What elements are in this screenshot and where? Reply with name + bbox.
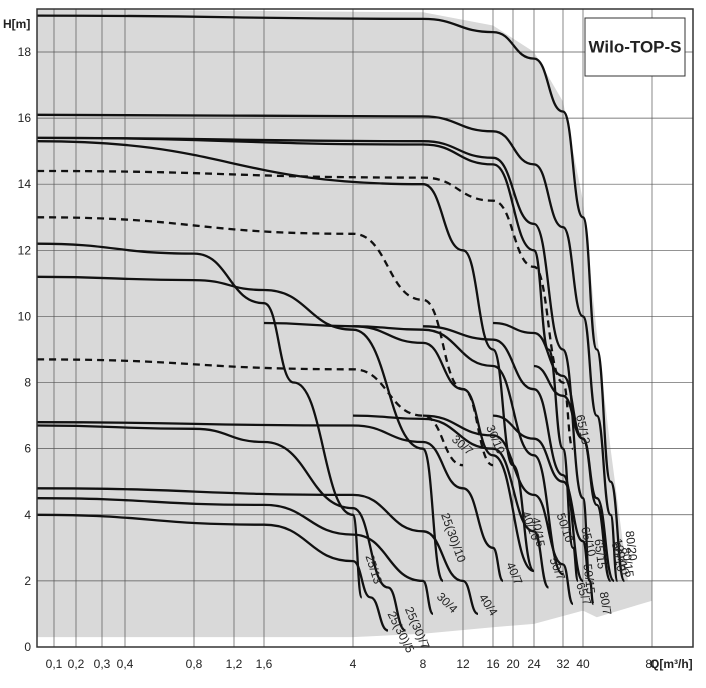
y-tick-label: 16 — [18, 111, 32, 125]
curve-30-7 — [36, 358, 464, 467]
curve-50-15 — [36, 136, 580, 583]
pump-envelope-area — [37, 9, 652, 638]
x-tick-label: 80 — [645, 657, 659, 671]
curve-30-10 — [36, 216, 494, 467]
x-axis-label: Q[m³/h] — [650, 657, 693, 671]
curve-80-20 — [36, 14, 626, 583]
curve-label: 65/13 — [573, 413, 593, 446]
y-tick-label: 10 — [18, 309, 32, 323]
curve-40-15 — [36, 140, 536, 573]
y-tick-label: 8 — [24, 376, 31, 390]
curve-65-10 — [422, 325, 585, 583]
curve-label: 40/15 — [529, 516, 548, 548]
chart-title: Wilo-TOP-S — [588, 37, 681, 56]
curve-25-30-5 — [36, 513, 389, 632]
y-tick-label: 2 — [24, 574, 31, 588]
axis-ticks: 0,1 0,2 0,3 0,4 0,8 1,2 1,6 4 8 12 16 20 24 32 40 80024… — [18, 45, 659, 671]
y-tick-label: 4 — [24, 508, 31, 522]
curve-30-4 — [36, 497, 435, 616]
x-tick-label: 0,2 — [68, 657, 85, 671]
curve-50-7 — [352, 414, 550, 589]
x-tick-label: 24 — [527, 657, 541, 671]
y-tick-label: 12 — [18, 243, 32, 257]
x-tick-label: 0,3 — [94, 657, 111, 671]
x-tick-label: 20 — [506, 657, 520, 671]
curve-80-10 — [492, 321, 612, 583]
curve-40-4 — [36, 487, 479, 616]
curve-label: 80/7 — [597, 591, 615, 617]
x-tick-label: 4 — [350, 657, 357, 671]
curve-label: 80/20 — [623, 530, 640, 562]
curve-40-10 — [263, 321, 535, 573]
curve-label: 80/15 — [619, 546, 637, 578]
title-box: Wilo-TOP-S — [584, 17, 686, 77]
plot-frame — [36, 8, 694, 648]
curve-25-30-10 — [36, 275, 445, 583]
x-tick-label: 40 — [576, 657, 590, 671]
curve-label: 65/15 — [592, 538, 609, 570]
curve-65-15 — [36, 136, 592, 583]
x-tick-label: 0,1 — [46, 657, 63, 671]
curve-label: 50/15 — [581, 563, 598, 595]
x-tick-label: 1,6 — [256, 657, 273, 671]
y-tick-label: 14 — [18, 177, 32, 191]
curve-80-15 — [36, 113, 619, 583]
y-tick-label: 0 — [24, 640, 31, 654]
pump-curves — [36, 14, 626, 632]
x-tick-label: 16 — [486, 657, 500, 671]
x-tick-label: 0,4 — [117, 657, 134, 671]
x-tick-label: 8 — [420, 657, 427, 671]
curve-65-7 — [422, 414, 575, 606]
curve-25-30-7 — [36, 424, 407, 632]
curve-25-13 — [36, 242, 363, 599]
curve-40-7 — [36, 421, 505, 583]
curve-65-13 — [36, 169, 575, 450]
x-tick-label: 32 — [556, 657, 570, 671]
x-tick-label: 0,8 — [186, 657, 203, 671]
y-tick-label: 6 — [24, 442, 31, 456]
x-tick-label: 12 — [456, 657, 470, 671]
y-axis-label: H[m] — [3, 17, 30, 31]
curve-label: 80/10 — [609, 541, 629, 573]
x-tick-label: 1,2 — [226, 657, 243, 671]
y-tick-label: 18 — [18, 45, 32, 59]
